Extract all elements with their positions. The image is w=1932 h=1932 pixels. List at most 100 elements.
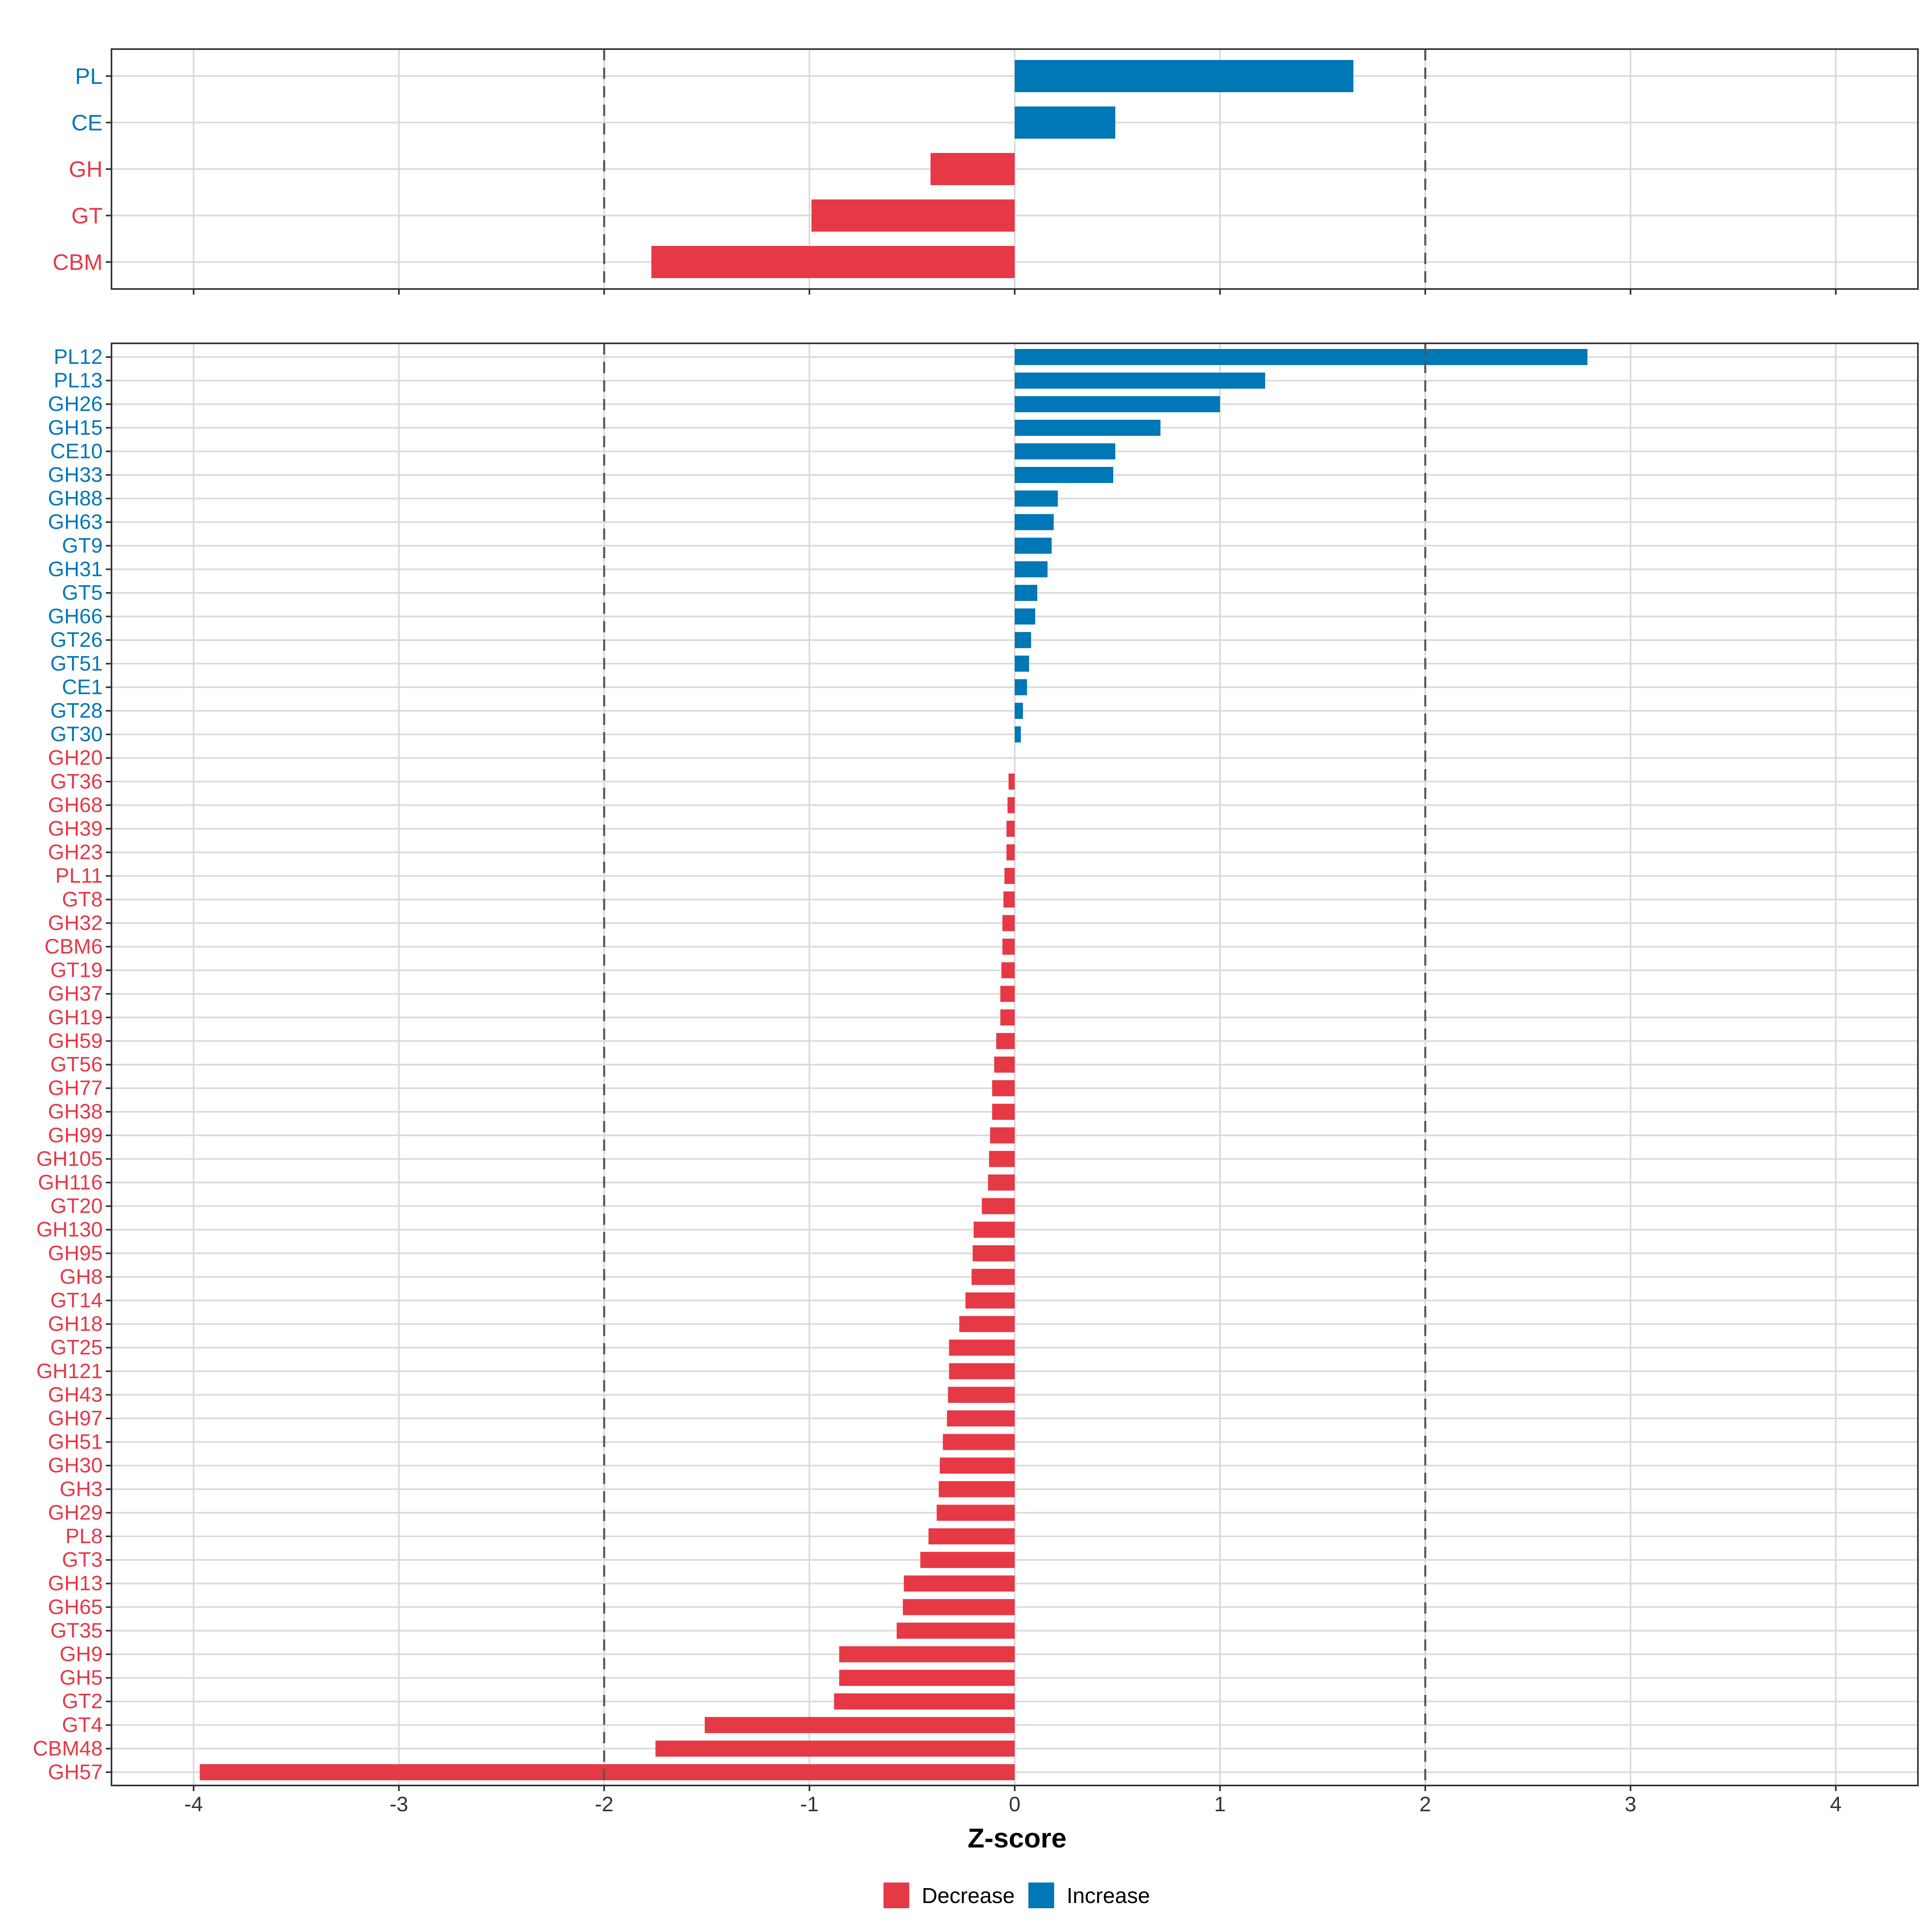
bar-gh57 bbox=[200, 1764, 1015, 1780]
y-tick-label: GH59 bbox=[48, 1029, 103, 1053]
bar-gh23 bbox=[1006, 844, 1015, 861]
bar-gh26 bbox=[1015, 396, 1220, 413]
y-tick-label: GT20 bbox=[50, 1195, 103, 1218]
y-tick-label: PL11 bbox=[55, 864, 103, 888]
x-tick-label: 4 bbox=[1830, 1793, 1842, 1816]
bar-gh66 bbox=[1015, 608, 1035, 625]
y-tick-label: GH18 bbox=[48, 1313, 103, 1336]
y-tick-label: GH29 bbox=[48, 1501, 103, 1524]
bar-cbm6 bbox=[1002, 939, 1015, 955]
family-panel: PL12PL13GH26GH15CE10GH33GH88GH63GT9GH31G… bbox=[33, 343, 1919, 1791]
y-tick-label: GH95 bbox=[48, 1242, 103, 1265]
y-tick-label: GT5 bbox=[62, 581, 103, 605]
y-tick-label: GH23 bbox=[48, 841, 103, 864]
y-tick-label: GT51 bbox=[50, 652, 103, 675]
bar-gh43 bbox=[948, 1387, 1015, 1403]
y-tick-label: CBM bbox=[53, 250, 103, 275]
y-tick-label: GH77 bbox=[48, 1077, 103, 1100]
x-tick-label: 3 bbox=[1625, 1793, 1637, 1816]
y-tick-label: GH65 bbox=[48, 1596, 103, 1619]
legend-label-decrease: Decrease bbox=[922, 1884, 1015, 1908]
y-tick-label: GH32 bbox=[48, 911, 103, 935]
bar-gt30 bbox=[1015, 726, 1021, 743]
y-tick-label: GH19 bbox=[48, 1006, 103, 1029]
bar-gh8 bbox=[971, 1269, 1015, 1285]
bar-gh88 bbox=[1015, 490, 1058, 507]
bar-gh bbox=[930, 153, 1015, 185]
y-tick-label: GT19 bbox=[50, 959, 103, 982]
y-tick-label: PL bbox=[75, 64, 103, 89]
bar-gh30 bbox=[939, 1457, 1015, 1474]
bar-ce1 bbox=[1015, 679, 1027, 696]
y-tick-label: GH99 bbox=[48, 1124, 103, 1147]
bar-gh18 bbox=[959, 1316, 1015, 1332]
legend: Decrease Increase bbox=[883, 1882, 1150, 1908]
bar-gh99 bbox=[990, 1127, 1015, 1144]
bar-gh29 bbox=[937, 1505, 1015, 1521]
y-tick-label: GH51 bbox=[48, 1430, 103, 1454]
y-tick-label: GH39 bbox=[48, 817, 103, 840]
y-tick-label: GH97 bbox=[48, 1407, 103, 1430]
bar-gh3 bbox=[939, 1481, 1015, 1497]
bar-gh116 bbox=[988, 1174, 1015, 1191]
bar-pl bbox=[1015, 60, 1354, 92]
y-tick-label: PL8 bbox=[65, 1525, 103, 1548]
bar-gh65 bbox=[903, 1599, 1015, 1615]
x-axis: -4 -3 -2 -1 0 1 2 3 4 bbox=[184, 1793, 1842, 1816]
bar-ce bbox=[1015, 106, 1115, 139]
y-tick-label: CE10 bbox=[50, 440, 103, 463]
y-tick-label: GH105 bbox=[36, 1147, 103, 1170]
y-tick-label: GH121 bbox=[36, 1360, 103, 1383]
y-tick-label: GH130 bbox=[36, 1218, 103, 1241]
y-tick-label: GH116 bbox=[38, 1171, 103, 1194]
y-tick-label: GT35 bbox=[50, 1619, 103, 1642]
y-tick-label: GH3 bbox=[60, 1478, 103, 1501]
y-tick-label: GH63 bbox=[48, 510, 103, 534]
x-tick-label: -1 bbox=[800, 1793, 819, 1816]
y-tick-label: GT4 bbox=[62, 1713, 103, 1737]
y-tick-label: GH9 bbox=[60, 1643, 103, 1666]
bar-gh37 bbox=[1000, 986, 1015, 1002]
y-tick-label: GH20 bbox=[48, 746, 103, 770]
bar-gh97 bbox=[947, 1410, 1015, 1426]
y-tick-label: GT8 bbox=[62, 888, 103, 911]
y-tick-label: GH37 bbox=[48, 982, 103, 1005]
y-tick-label: CBM48 bbox=[33, 1737, 103, 1760]
bar-gt bbox=[811, 199, 1015, 232]
x-tick-label: -3 bbox=[390, 1793, 408, 1816]
bar-gt20 bbox=[982, 1198, 1015, 1214]
bar-cbm48 bbox=[655, 1740, 1015, 1757]
bar-pl8 bbox=[928, 1528, 1015, 1544]
bar-gh105 bbox=[989, 1151, 1015, 1167]
bar-gt5 bbox=[1015, 585, 1038, 601]
legend-label-increase: Increase bbox=[1067, 1884, 1150, 1908]
bar-gt14 bbox=[965, 1292, 1015, 1309]
y-tick-label: GH33 bbox=[48, 463, 103, 487]
class-panel: PL CE GH GT CBM bbox=[53, 48, 1919, 295]
y-tick-label: GH bbox=[69, 157, 103, 182]
y-tick-label: GT bbox=[71, 203, 103, 228]
y-tick-label: PL12 bbox=[54, 345, 103, 369]
bar-gt28 bbox=[1015, 703, 1023, 719]
y-tick-label: GH66 bbox=[48, 605, 103, 628]
bar-gt8 bbox=[1003, 891, 1015, 908]
bar-gh95 bbox=[972, 1245, 1015, 1261]
bar-gt35 bbox=[896, 1622, 1015, 1639]
bar-gt9 bbox=[1015, 537, 1052, 554]
y-tick-label: GH26 bbox=[48, 392, 103, 416]
bar-gh39 bbox=[1006, 821, 1015, 837]
legend-swatch-increase bbox=[1028, 1882, 1054, 1908]
y-tick-label: GH57 bbox=[48, 1761, 103, 1784]
y-tick-label: GT36 bbox=[50, 770, 103, 793]
bar-gh9 bbox=[839, 1646, 1015, 1662]
bar-gh51 bbox=[943, 1434, 1015, 1450]
y-tick-label: GT56 bbox=[50, 1053, 103, 1076]
y-tick-label: GH5 bbox=[60, 1666, 103, 1690]
bar-gt3 bbox=[920, 1552, 1015, 1568]
y-tick-label: CBM6 bbox=[45, 935, 103, 958]
y-tick-label: GT2 bbox=[62, 1690, 103, 1713]
bar-ce10 bbox=[1015, 443, 1115, 460]
bar-gh130 bbox=[974, 1222, 1015, 1238]
x-tick-label: 2 bbox=[1420, 1793, 1431, 1816]
bar-gt2 bbox=[834, 1693, 1015, 1710]
